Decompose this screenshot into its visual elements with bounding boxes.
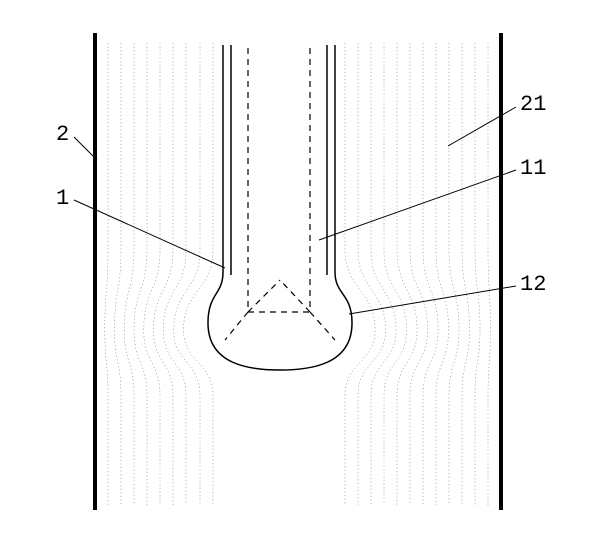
label-11-lead xyxy=(319,170,516,240)
streamline xyxy=(174,43,200,505)
streamline xyxy=(397,43,417,505)
streamline xyxy=(115,43,122,505)
inner-tube xyxy=(208,45,352,370)
streamline xyxy=(184,43,214,505)
label-12-lead xyxy=(349,286,516,314)
technical-diagram: 21211112 xyxy=(0,0,594,543)
streamline xyxy=(144,43,160,505)
streamline xyxy=(163,43,186,505)
streamline xyxy=(345,43,375,505)
label-21: 21 xyxy=(520,92,546,117)
streamline xyxy=(105,43,108,505)
label-2: 2 xyxy=(56,122,69,147)
streamline xyxy=(423,43,438,505)
label-11: 11 xyxy=(520,156,546,181)
tube-outer-contour xyxy=(208,45,352,370)
streamline xyxy=(371,43,396,505)
streamline xyxy=(124,43,134,505)
streamline xyxy=(475,43,480,505)
streamline xyxy=(449,43,459,505)
streamline xyxy=(436,43,449,505)
label-21-lead xyxy=(448,107,516,146)
streamline xyxy=(462,43,470,505)
streamline xyxy=(358,43,386,505)
streamline xyxy=(154,43,174,505)
label-1: 1 xyxy=(56,186,69,211)
streamline xyxy=(488,43,491,505)
streamline xyxy=(134,43,147,505)
label-12: 12 xyxy=(520,272,546,297)
streamline xyxy=(384,43,407,505)
streamline xyxy=(410,43,428,505)
